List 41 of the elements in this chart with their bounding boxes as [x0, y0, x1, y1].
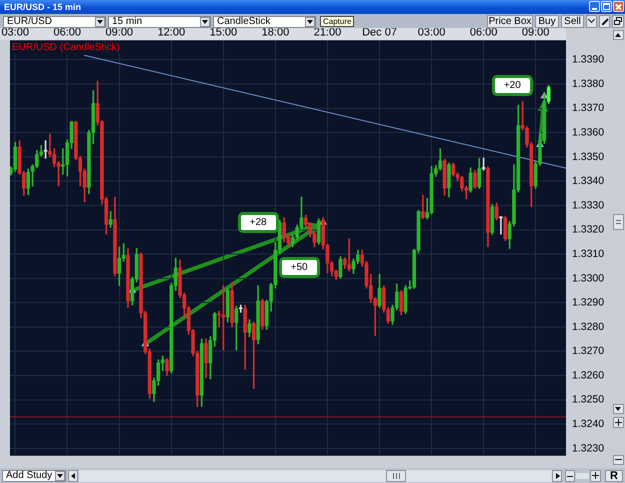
dropdown: EUR/USD — [3, 16, 106, 28]
y-tick-label: 1.3250 — [572, 394, 604, 406]
x-tick-label: 06:00 — [53, 26, 82, 39]
y-tick-label: 1.3290 — [572, 296, 604, 309]
x-tick-label: 03:00 — [1, 26, 29, 39]
y-tick-label: 1.3390 — [572, 54, 604, 66]
x-tick-label: 09:00 — [106, 26, 134, 39]
x-tick-label: 15:00 — [210, 26, 238, 39]
y-tick-label: 1.3230 — [572, 442, 604, 454]
dropdown: 15 min — [108, 16, 211, 28]
y-tick-label: 1.3280 — [572, 320, 604, 333]
y-tick-label: 1.3360 — [572, 126, 604, 138]
text: EUR/USD (CandleStick) — [12, 42, 120, 54]
y-tick-label: 1.3320 — [572, 224, 604, 236]
button: Sell — [561, 15, 584, 28]
button: R — [605, 470, 623, 482]
y-tick-label: 1.3240 — [572, 418, 604, 430]
y-tick-label: 1.3350 — [572, 150, 604, 163]
y-tick-label: 1.3340 — [572, 175, 604, 188]
y-tick-label: 1.3330 — [572, 199, 604, 212]
y-tick-label: 1.3270 — [572, 345, 604, 358]
x-tick-label: 12:00 — [158, 26, 186, 39]
y-tick-label: 1.3370 — [572, 102, 604, 114]
callout: +20 — [492, 74, 533, 96]
x-tick-label: 06:00 — [470, 26, 498, 39]
y-tick-label: 1.3380 — [572, 78, 604, 90]
y-tick-label: 1.3300 — [572, 272, 604, 284]
x-tick-label: 21:00 — [314, 26, 342, 39]
tooltip: Capture — [320, 16, 354, 27]
dropdown: CandleStick — [213, 16, 316, 28]
y-tick-label: 1.3260 — [572, 369, 604, 382]
x-tick-label: Dec 07 — [362, 26, 397, 39]
button: Price Box — [487, 15, 533, 28]
callout: +50 — [278, 256, 320, 278]
chart-title: EUR/USD - 15 min — [4, 1, 82, 13]
button: Buy — [535, 15, 559, 28]
x-tick-label: 18:00 — [262, 26, 290, 39]
callout: +28 — [238, 212, 279, 233]
x-tick-label: 03:00 — [418, 26, 446, 39]
x-tick-label: 09:00 — [522, 26, 550, 39]
y-tick-label: 1.3310 — [572, 248, 604, 260]
